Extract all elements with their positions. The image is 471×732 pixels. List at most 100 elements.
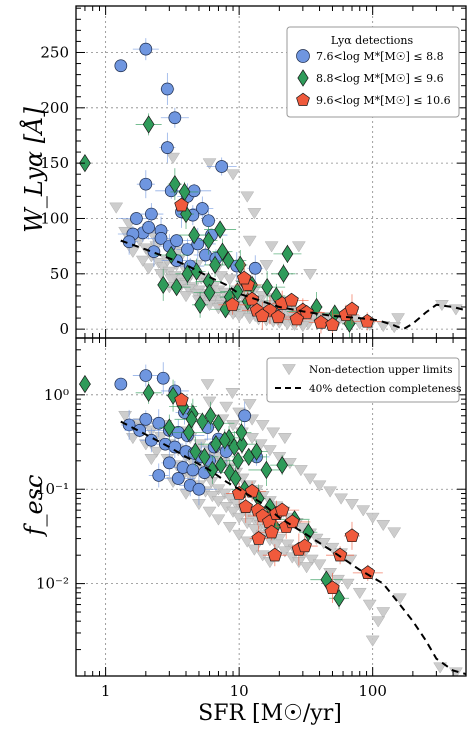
data-point-triangle-down [240,191,255,203]
ticks-top [75,6,467,338]
data-point-circle [161,82,174,96]
data-point-triangle-down [141,263,156,275]
y-tick-label: 100 [40,209,69,227]
data-point-pentagon [284,292,299,307]
legend-bottom-entry: 40% detection completeness [275,383,462,395]
data-point-triangle-down [240,536,255,548]
series-circle [114,38,264,282]
data-point-triangle-down [125,433,140,445]
legend-bottom-label: 40% detection completeness [309,383,462,395]
data-point-triangle-down [118,410,133,423]
data-point-triangle-down [255,420,270,432]
data-point-triangle-down [222,274,237,286]
data-point-pentagon [344,528,360,543]
data-point-triangle-down [291,241,306,253]
data-point-circle [162,456,176,470]
data-point-triangle-down [135,255,150,267]
data-point-diamond [163,418,176,437]
y-tick-label: 10⁻² [36,575,69,593]
data-point-pentagon [332,547,348,562]
legend-bottom-items: Non-detection upper limits 40% detection … [275,364,462,395]
data-point-triangle-down [331,574,345,587]
legend-top-items: 7.6<log M*[M☉] ≤ 8.8 8.8<log M*[M☉] ≤ 9.6… [296,49,451,107]
data-point-diamond [79,374,91,394]
data-point-triangle-down [232,311,247,323]
data-point-triangle-down [293,465,308,477]
legend-top-entry: 9.6<log M*[M☉] ≤ 10.6 [296,92,451,107]
data-point-pentagon [274,502,290,517]
data-point-triangle-down [200,379,215,391]
x-tick-label: 100 [358,682,387,700]
data-point-circle [130,212,143,225]
data-point-circle [248,261,262,275]
data-point-diamond [194,295,206,314]
legend-bottom: Non-detection upper limits 40% detection … [266,357,462,403]
plot-frame-bottom [75,337,467,677]
data-point-circle [139,369,153,382]
data-point-diamond [165,245,178,265]
legend-marker-circle [296,49,310,63]
bottom-panel: 10⁻² 10⁻¹ 10⁰ 1 10 100 [36,337,467,700]
data-point-pentagon [289,311,304,326]
data-point-triangle-down [303,473,318,485]
completeness-curve-bottom [120,420,466,676]
data-point-triangle-down [433,662,448,674]
data-point-pentagon [238,499,253,513]
data-point-triangle-down [225,388,240,400]
data-point-pentagon [231,485,247,500]
data-point-pentagon [255,308,270,322]
data-point-triangle-down [371,616,386,628]
data-point-triangle-down [125,246,140,259]
legend-top-entry: 8.8<log M*[M☉] ≤ 9.6 [297,69,444,87]
data-point-triangle-down [226,169,240,181]
data-point-circle [142,220,155,234]
data-point-pentagon [325,317,340,331]
data-point-diamond [250,442,263,461]
data-point-triangle-down [365,635,380,647]
data-point-diamond [277,264,290,283]
data-point-pentagon [174,197,189,212]
data-point-triangle-down [166,152,181,164]
data-point-diamond [157,275,170,295]
legend-top-title: Lyα detections [331,34,414,47]
data-point-circle [168,111,182,125]
data-point-circle [186,463,200,477]
data-point-triangle-down [149,446,164,458]
data-point-triangle-down [387,527,402,539]
plot-area-bottom [78,362,466,676]
data-point-triangle-down [323,486,338,498]
data-point-circle [238,409,252,423]
data-point-triangle-down [247,544,262,556]
data-point-diamond [261,277,273,297]
data-point-diamond [198,447,211,467]
data-point-diamond [189,442,202,461]
data-point-triangle-down [264,241,279,253]
data-point-pentagon [251,530,266,545]
data-point-diamond [196,412,209,431]
data-point-circle [161,141,174,155]
x-tick-label: 10 [230,682,249,700]
data-point-circle [139,177,153,191]
data-point-diamond [170,277,183,297]
data-point-pentagon [313,314,329,329]
data-point-triangle-down [154,269,168,281]
data-point-diamond [214,220,226,239]
data-point-diamond [215,455,227,475]
data-point-triangle-down [144,454,159,466]
data-point-triangle-down [262,445,277,457]
data-point-circle [202,214,215,228]
data-point-diamond [185,410,198,429]
data-point-triangle-down [245,433,260,445]
series-pentagon [174,197,382,338]
data-point-triangle-down [232,529,247,541]
legend-top-label: 7.6<log M*[M☉] ≤ 8.8 [316,50,444,63]
data-point-triangle-down [211,496,226,508]
data-point-triangle-down [448,304,463,316]
data-point-triangle-down [376,519,391,532]
data-point-circle [152,469,166,482]
data-point-triangle-down [255,550,270,562]
data-point-circle [154,232,168,245]
data-point-triangle-down [242,235,257,247]
legend-top-frame [286,26,460,118]
data-point-triangle-down [376,607,391,619]
